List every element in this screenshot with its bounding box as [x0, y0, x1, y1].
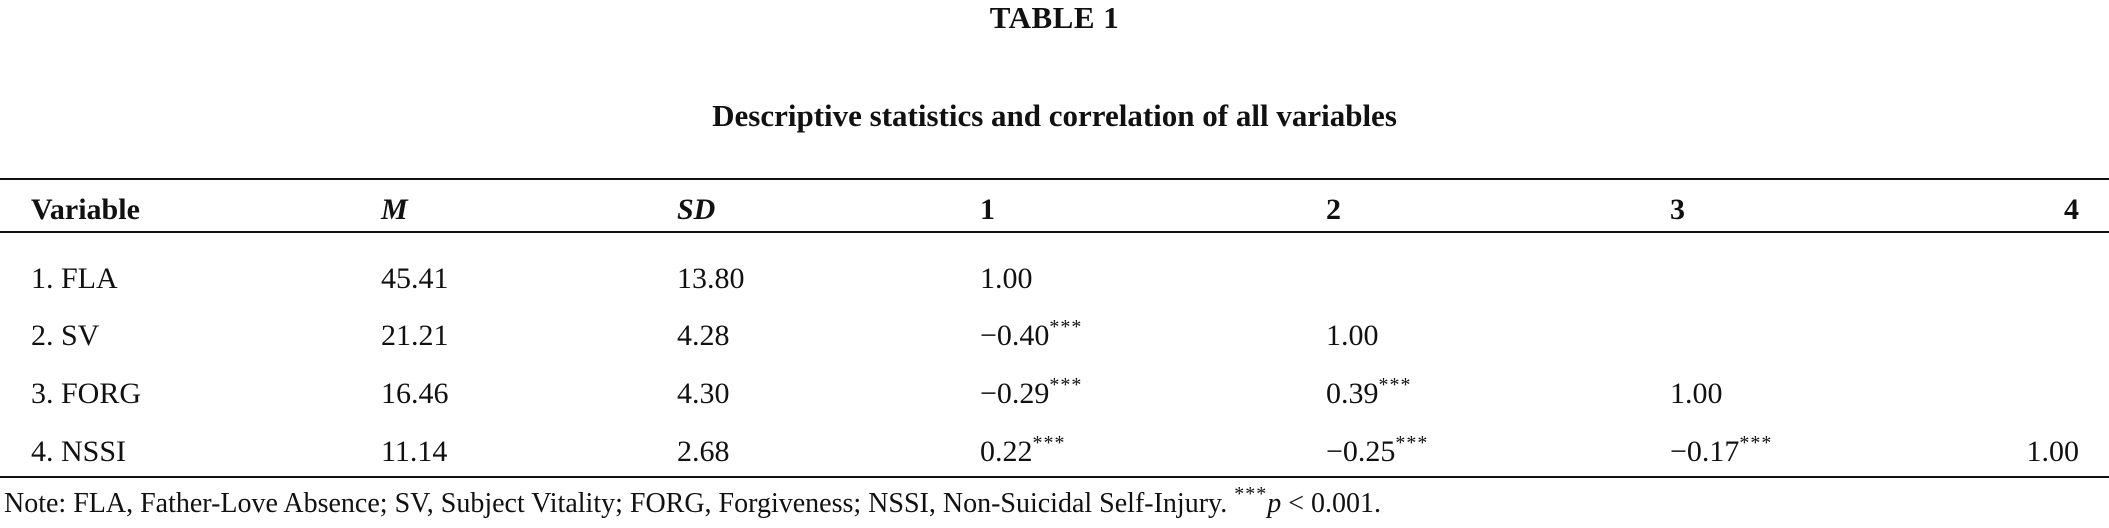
top-rule: [0, 178, 2109, 180]
cell-mean: 45.41: [381, 262, 449, 295]
cell-corr-2: 0.39***: [1326, 372, 1412, 416]
cell-corr-2: 1.00: [1326, 314, 1379, 358]
cell-sd: 4.30: [677, 377, 730, 410]
table-note: Note: FLA, Father-Love Absence; SV, Subj…: [4, 483, 1381, 522]
cell-mean: 11.14: [381, 435, 448, 468]
cell-corr-1: 1.00: [980, 257, 1033, 301]
cell-corr-1: −0.40***: [980, 314, 1082, 358]
cell-sd: 13.80: [677, 262, 745, 295]
cell-sd: 2.68: [677, 435, 730, 468]
table-title: Descriptive statistics and correlation o…: [712, 98, 1397, 133]
header-col-2: 2: [1326, 193, 1341, 226]
table-row: 1. FLA 45.41 13.80 1.00: [0, 257, 2109, 301]
corr-value: 1.00: [1326, 319, 1379, 352]
cell-corr-3: 1.00: [1670, 372, 1723, 416]
header-sd: SD: [677, 193, 716, 226]
corr-value: 0.22: [980, 435, 1033, 468]
table-row: 3. FORG 16.46 4.30 −0.29*** 0.39*** 1.00: [0, 372, 2109, 416]
corr-value: 0.39: [1326, 377, 1379, 410]
note-significance-marker: ***: [1234, 483, 1268, 505]
cell-corr-1: 0.22***: [980, 430, 1066, 474]
corr-value: −0.40: [980, 319, 1050, 352]
corr-value: −0.17: [1670, 435, 1740, 468]
cell-mean: 21.21: [381, 319, 449, 352]
cell-sd: 4.28: [677, 319, 730, 352]
significance-marker: ***: [1032, 432, 1066, 454]
significance-marker: ***: [1049, 316, 1083, 338]
header-col-1: 1: [980, 193, 995, 226]
significance-marker: ***: [1739, 432, 1773, 454]
note-text: Note: FLA, Father-Love Absence; SV, Subj…: [4, 488, 1235, 519]
significance-marker: ***: [1378, 374, 1412, 396]
header-col-3: 3: [1670, 193, 1685, 226]
cell-variable: 2. SV: [31, 319, 100, 352]
corr-value: 1.00: [1670, 377, 1723, 410]
table-row: 4. NSSI 11.14 2.68 0.22*** −0.25*** −0.1…: [0, 430, 2109, 474]
header-rule: [0, 231, 2109, 233]
cell-corr-4: 1.00: [2026, 435, 2080, 468]
table-row: 2. SV 21.21 4.28 −0.40*** 1.00: [0, 314, 2109, 358]
header-col-4: 4: [2064, 193, 2079, 226]
bottom-rule: [0, 476, 2109, 478]
cell-variable: 3. FORG: [31, 377, 142, 410]
table-label: TABLE 1: [989, 0, 1120, 35]
header-mean: M: [381, 193, 408, 226]
table-header-row: Variable M SD 1 2 3 4: [0, 188, 2109, 232]
note-p-text: < 0.001.: [1281, 488, 1381, 519]
significance-marker: ***: [1049, 374, 1083, 396]
note-p-symbol: p: [1267, 488, 1282, 519]
corr-value: 1.00: [980, 262, 1033, 295]
header-variable: Variable: [31, 193, 140, 226]
significance-marker: ***: [1395, 432, 1429, 454]
corr-value: −0.29: [980, 377, 1050, 410]
cell-variable: 1. FLA: [31, 262, 118, 295]
cell-mean: 16.46: [381, 377, 449, 410]
cell-variable: 4. NSSI: [31, 435, 127, 468]
corr-value: −0.25: [1326, 435, 1396, 468]
cell-corr-1: −0.29***: [980, 372, 1082, 416]
cell-corr-2: −0.25***: [1326, 430, 1428, 474]
cell-corr-3: −0.17***: [1670, 430, 1772, 474]
